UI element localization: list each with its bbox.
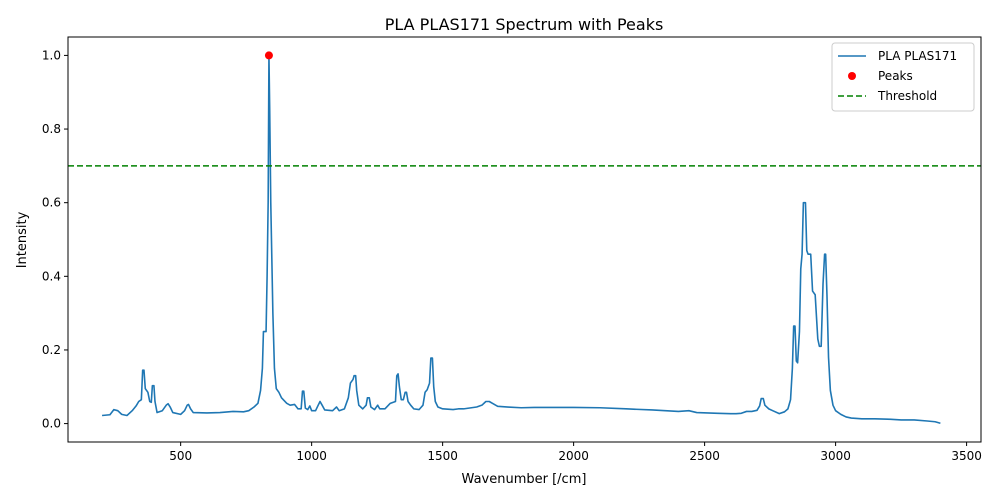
legend-label: PLA PLAS171 [878,49,957,63]
plot-area [68,51,981,424]
x-axis-label: Wavenumber [/cm] [462,472,587,487]
y-tick-label: 0.8 [42,122,61,136]
peak-point [264,51,273,60]
y-axis-label: Intensity [15,211,30,268]
chart-title: PLA PLAS171 Spectrum with Peaks [385,15,664,34]
x-tick-label: 2000 [558,449,589,463]
x-tick-label: 1000 [296,449,327,463]
legend-marker [848,72,856,80]
y-tick-label: 0.0 [42,417,61,431]
x-tick-label: 1500 [427,449,458,463]
x-tick-label: 3500 [951,449,982,463]
x-tick-label: 500 [169,449,192,463]
spectrum-line [101,54,941,424]
y-tick-label: 1.0 [42,48,61,62]
x-tick-label: 3000 [820,449,851,463]
plot-frame [67,36,982,443]
y-tick-label: 0.2 [42,343,61,357]
y-tick-label: 0.4 [42,269,61,283]
legend-label: Peaks [878,69,913,83]
legend-box [831,42,975,112]
legend-label: Threshold [877,89,937,103]
legend: PLA PLAS171 Peaks Threshold [831,42,975,112]
y-tick-label: 0.6 [42,196,61,210]
x-tick-label: 2500 [689,449,720,463]
axis-ticks: 500 1000 1500 2000 2500 3000 3500 0.0 0.2 0.4 0.6 0… [42,48,982,463]
